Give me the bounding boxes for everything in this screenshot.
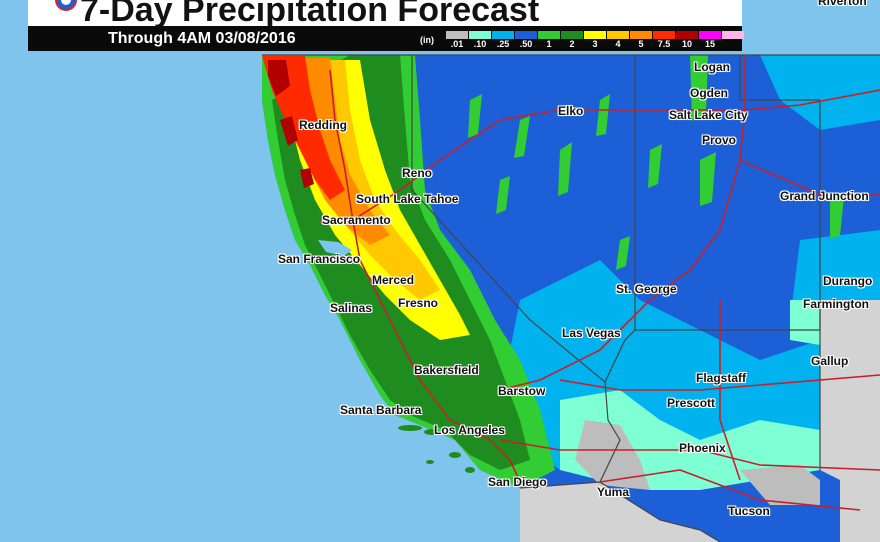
city-label: Flagstaff	[696, 371, 747, 385]
legend-label: 3	[592, 39, 598, 49]
valid-through-label: Through 4AM 03/08/2016	[108, 30, 296, 47]
city-label: Reno	[402, 166, 432, 180]
city-label: Barstow	[498, 384, 546, 398]
city-label: Salt Lake City	[669, 108, 748, 122]
state-borders	[262, 54, 880, 542]
band-10in	[268, 60, 314, 188]
legend-swatch	[630, 31, 652, 39]
city-label: Durango	[823, 274, 873, 288]
city-label: Bakersfield	[414, 363, 479, 377]
legend-swatch	[607, 31, 629, 39]
city-label: Sacramento	[322, 213, 391, 227]
legend-label: 4	[615, 39, 621, 49]
legend-label: 1	[546, 39, 552, 49]
city-label: Tucson	[728, 504, 770, 518]
legend-label: 10	[681, 39, 692, 49]
city-label: Fresno	[398, 296, 439, 310]
band-010-north	[790, 300, 820, 345]
band-025-ne	[760, 55, 880, 130]
legend-swatch	[584, 31, 606, 39]
city-label: Phoenix	[679, 441, 726, 455]
highways	[319, 55, 880, 511]
city-label: Farmington	[803, 297, 869, 311]
legend-label: .10	[473, 39, 487, 49]
legend-unit: (in)	[420, 35, 434, 45]
city-label: Ogden	[690, 86, 728, 100]
city-label: Los Angeles	[434, 423, 505, 437]
legend-label: .01	[450, 39, 464, 49]
city-label: St. George	[616, 282, 677, 296]
title-box	[28, 0, 742, 26]
legend-swatch	[561, 31, 583, 39]
nevada-streaks	[468, 55, 844, 270]
mexico-land	[520, 482, 720, 542]
legend-swatch	[446, 31, 468, 39]
city-label: Grand Junction	[780, 189, 869, 203]
channel-islands	[398, 425, 475, 473]
noaa-logo-icon	[55, 0, 77, 11]
band-75in	[262, 56, 345, 200]
legend-swatch	[699, 31, 721, 39]
legend-label: .50	[519, 39, 533, 49]
legend-swatch	[653, 31, 675, 39]
city-label: San Francisco	[278, 252, 361, 266]
map-title: 7-Day Precipitation Forecast	[80, 0, 540, 29]
city-label: Gallup	[811, 354, 849, 368]
city-label: South Lake Tahoe	[356, 192, 459, 206]
legend-label: .25	[496, 39, 510, 49]
mexico-land-east	[820, 300, 880, 542]
city-label: San Diego	[488, 475, 547, 489]
city-label: Elko	[558, 104, 584, 118]
city-label: Logan	[694, 60, 730, 74]
legend-swatch	[676, 31, 698, 39]
city-label: Las Vegas	[562, 326, 621, 340]
legend-label: 2	[569, 39, 575, 49]
city-label: Merced	[372, 273, 415, 287]
legend-label: 15	[704, 39, 715, 49]
band-001-az	[740, 465, 820, 505]
city-label: Redding	[299, 118, 347, 132]
legend-swatch	[538, 31, 560, 39]
city-label: Santa Barbara	[340, 403, 422, 417]
city-label: Salinas	[330, 301, 373, 315]
legend-swatch	[722, 31, 744, 39]
subtitle-bar: Through 4AM 03/08/2016 (in) .01 .10 .25 .50…	[28, 26, 744, 51]
city-label: Yuma	[597, 485, 630, 499]
legend-swatch	[515, 31, 537, 39]
sf-bay	[318, 240, 352, 256]
city-label: Prescott	[667, 396, 716, 410]
legend-label: 5	[638, 39, 644, 49]
legend-swatch	[469, 31, 491, 39]
city-label: Provo	[702, 133, 737, 147]
legend-swatch	[492, 31, 514, 39]
city-label: Riverton	[818, 0, 867, 8]
legend-label: 7.5	[657, 39, 671, 49]
